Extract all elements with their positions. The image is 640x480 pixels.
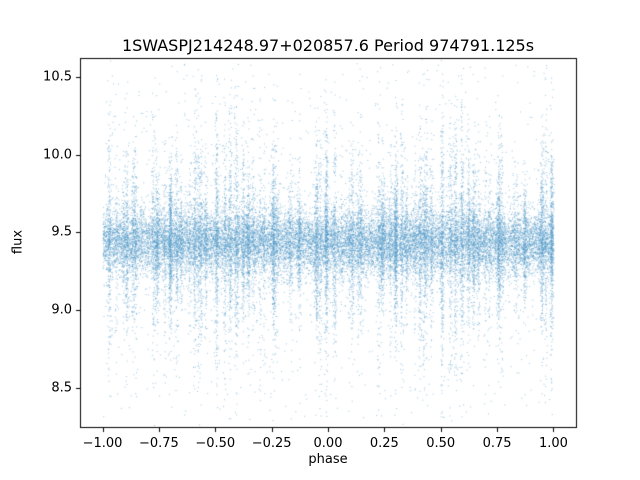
y-axis-label: flux bbox=[10, 229, 26, 255]
y-tick-label: 8.5 bbox=[51, 380, 72, 396]
y-tick-label: 10.0 bbox=[43, 147, 72, 163]
x-tick-label: 0.50 bbox=[426, 436, 456, 451]
x-tick-label: 1.00 bbox=[538, 436, 568, 451]
x-tick-label: −1.00 bbox=[82, 436, 123, 451]
chart-title: 1SWASPJ214248.97+020857.6 Period 974791.… bbox=[121, 36, 535, 55]
x-tick-label: 0.00 bbox=[313, 436, 343, 451]
x-tick-label: 0.25 bbox=[369, 436, 399, 451]
x-axis-label: phase bbox=[308, 452, 348, 467]
y-tick-label: 10.5 bbox=[43, 69, 72, 85]
y-tick-label: 9.5 bbox=[51, 224, 72, 240]
x-tick-label: −0.75 bbox=[138, 436, 179, 451]
y-tick-label: 9.0 bbox=[51, 302, 72, 318]
x-tick-label: 0.75 bbox=[482, 436, 512, 451]
x-tick-label: −0.25 bbox=[251, 436, 292, 451]
x-tick-label: −0.50 bbox=[195, 436, 236, 451]
